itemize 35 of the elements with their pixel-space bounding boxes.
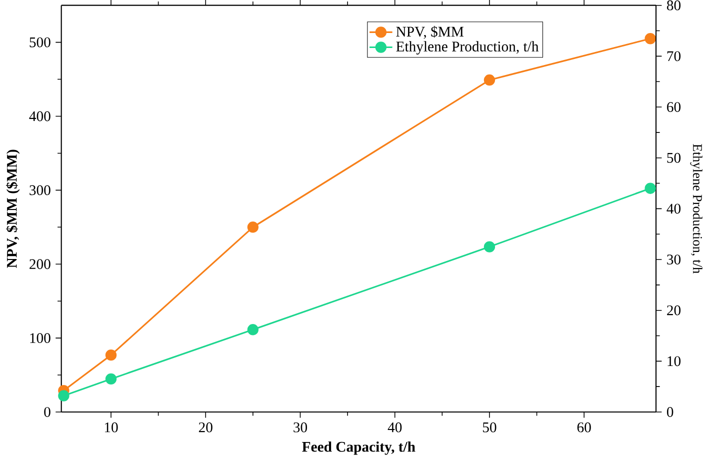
x-tick-label: 10 bbox=[104, 422, 118, 432]
point bbox=[105, 349, 117, 361]
point bbox=[247, 324, 259, 336]
point bbox=[58, 390, 70, 402]
x-tick-label: 50 bbox=[483, 422, 496, 432]
x-tick-label: 60 bbox=[577, 422, 591, 432]
y2-tick-label: 10 bbox=[668, 356, 681, 366]
y2-tick-label: 40 bbox=[666, 204, 681, 214]
point bbox=[247, 222, 259, 233]
x-axis-title: Feed Capacity, t/h bbox=[302, 441, 416, 455]
point bbox=[484, 74, 496, 86]
y2-tick-label: 30 bbox=[667, 254, 681, 264]
y-axis-title: NPV, $MM ($MM) bbox=[6, 150, 20, 268]
y-tick-label: 0 bbox=[44, 407, 50, 417]
y2-tick-label: 80 bbox=[666, 0, 681, 10]
y2-tick-label: 60 bbox=[667, 102, 681, 112]
y-tick-label: 300 bbox=[30, 185, 50, 196]
legend-label: NPV, $MM bbox=[396, 26, 464, 39]
point bbox=[105, 373, 117, 385]
y-tick-label: 200 bbox=[30, 259, 50, 270]
y-tick-label: 400 bbox=[29, 111, 50, 122]
y2-tick-label: 50 bbox=[667, 152, 681, 163]
point bbox=[484, 241, 496, 252]
y2-axis-title: Ethylene Production, t/h bbox=[690, 144, 702, 274]
y2-tick-label: 0 bbox=[666, 407, 674, 417]
legend-label: Ethylene Production, t/h bbox=[396, 41, 539, 54]
x-tick-label: 40 bbox=[388, 422, 402, 432]
point bbox=[644, 33, 656, 44]
x-tick-label: 30 bbox=[294, 422, 308, 432]
x-tick-label: 20 bbox=[198, 422, 212, 432]
y2-tick-label: 20 bbox=[667, 305, 681, 316]
y2-tick-label: 70 bbox=[667, 51, 681, 62]
y-tick-label: 500 bbox=[30, 37, 50, 48]
point bbox=[644, 182, 656, 194]
y-tick-label: 100 bbox=[30, 333, 50, 344]
